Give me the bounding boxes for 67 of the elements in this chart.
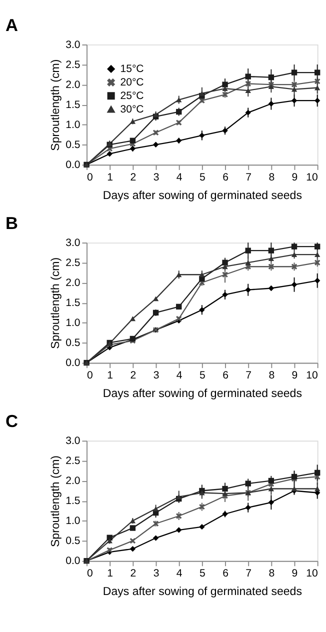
x-tick-label: 3: [153, 568, 160, 580]
chart-title: A: [5, 15, 18, 36]
y-tick-label: 2.5: [66, 58, 80, 71]
x-tick-label: 5: [199, 568, 206, 580]
y-tick-label: 1.0: [66, 118, 80, 131]
legend-label: 30°C: [120, 103, 144, 116]
y-tick-label: 1.5: [66, 98, 80, 111]
x-tick-label: 10: [306, 568, 318, 580]
x-tick-label: 6: [222, 370, 229, 382]
y-tick-label: 2.0: [66, 277, 80, 290]
y-tick-label: 1.5: [66, 495, 80, 508]
x-tick-label: 9: [292, 370, 298, 382]
x-tick-label: 1: [107, 568, 114, 580]
x-tick-label: 3: [153, 172, 160, 184]
y-tick-label: 0.0: [66, 555, 80, 568]
y-tick-label: 0.0: [66, 357, 80, 370]
x-tick-label: 2: [130, 172, 136, 184]
y-axis-title: Sproutlength (cm): [50, 257, 62, 349]
x-tick-label: 6: [222, 172, 229, 184]
x-tick-label: 9: [292, 172, 298, 184]
x-tick-label: 9: [292, 568, 298, 580]
legend-label: 20°C: [120, 76, 144, 88]
x-tick-label: 10: [306, 172, 318, 184]
y-axis-title: Sproutlength (cm): [50, 455, 62, 548]
x-tick-label: 0: [87, 370, 94, 382]
y-tick-label: 1.5: [66, 297, 80, 310]
x-tick-label: 0: [87, 568, 94, 580]
x-tick-label: 2: [130, 568, 136, 580]
y-tick-label: 0.5: [66, 139, 80, 152]
x-tick-label: 5: [199, 370, 206, 382]
legend-label: 15°C: [120, 62, 144, 75]
x-tick-label: 4: [176, 568, 182, 580]
y-tick-label: 2.5: [66, 455, 80, 468]
y-axis-title: Sproutlength (cm): [50, 59, 62, 151]
y-tick-label: 3.0: [66, 236, 80, 249]
x-tick-label: 8: [268, 568, 275, 580]
y-tick-label: 0.0: [66, 159, 80, 172]
y-tick-label: 1.0: [66, 317, 80, 330]
x-axis-title: Days after sowing of germinated seeds: [102, 586, 302, 598]
x-tick-label: 6: [222, 568, 229, 580]
x-axis-title: Days after sowing of germinated seeds: [102, 190, 302, 202]
x-tick-label: 0: [87, 172, 94, 184]
x-tick-label: 7: [246, 370, 252, 382]
x-tick-label: 3: [153, 370, 160, 382]
x-tick-label: 5: [199, 172, 206, 184]
x-tick-label: 1: [107, 370, 114, 382]
x-tick-label: 1: [107, 172, 114, 184]
y-tick-label: 2.0: [66, 78, 80, 91]
y-tick-label: 1.0: [66, 515, 80, 528]
x-axis-title: Days after sowing of germinated seeds: [102, 388, 302, 400]
x-tick-label: 8: [268, 370, 275, 382]
legend-label: 25°C: [120, 90, 144, 102]
y-tick-label: 3.0: [66, 435, 80, 448]
x-tick-label: 4: [176, 370, 182, 382]
x-tick-label: 7: [246, 172, 252, 184]
x-tick-label: 10: [306, 370, 318, 382]
chart-title: C: [5, 411, 18, 432]
x-tick-label: 4: [176, 172, 182, 184]
chart-title: B: [5, 213, 18, 234]
y-tick-label: 3.0: [66, 38, 80, 51]
x-tick-label: 2: [130, 370, 136, 382]
y-tick-label: 0.5: [66, 535, 80, 548]
x-tick-label: 7: [246, 568, 252, 580]
x-tick-label: 8: [268, 172, 275, 184]
y-tick-label: 2.5: [66, 256, 80, 269]
y-tick-label: 2.0: [66, 475, 80, 488]
y-tick-label: 0.5: [66, 337, 80, 350]
